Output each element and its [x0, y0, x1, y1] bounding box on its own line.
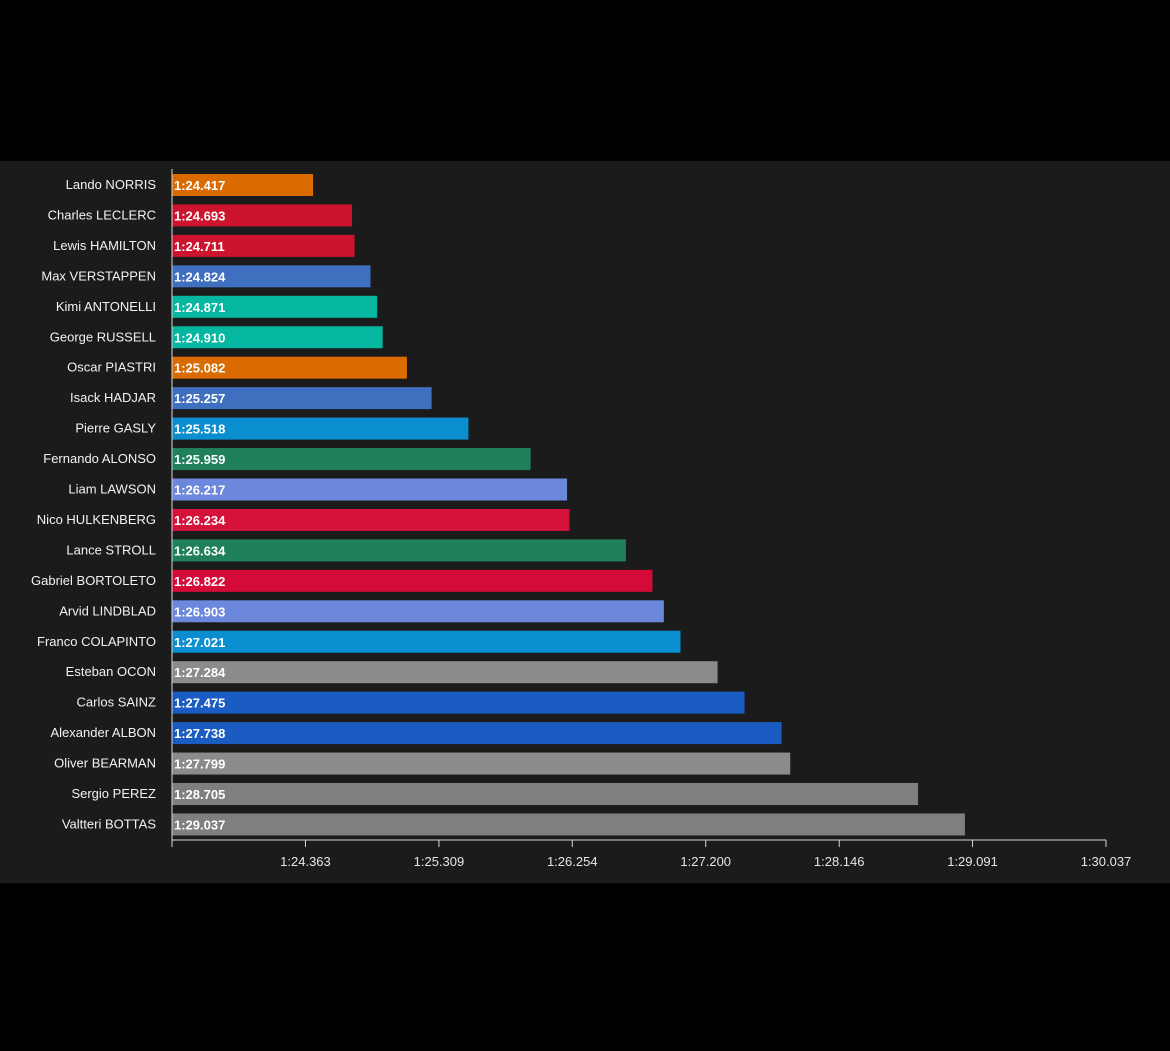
lap-time-bar: [172, 813, 965, 836]
bar-row: Lance STROLL 1:26.634: [66, 539, 626, 562]
bar-row: George RUSSELL 1:24.910: [50, 326, 383, 349]
chart-panel: Lando NORRIS 1:24.417 Charles LECLERC 1:24.…: [0, 161, 1170, 883]
driver-label: Lance STROLL: [66, 542, 156, 557]
driver-label: George RUSSELL: [50, 329, 156, 344]
x-axis: 1:24.363 1:25.309 1:26.254 1:27.200 1:28.146…: [171, 169, 1132, 869]
driver-label: Alexander ALBON: [50, 725, 156, 740]
lap-time-bar: [172, 661, 718, 684]
bar-row: Oscar PIASTRI 1:25.082: [67, 356, 407, 379]
bar-row: Liam LAWSON 1:26.217: [68, 478, 568, 501]
bar-row: Pierre GASLY 1:25.518: [75, 417, 469, 440]
driver-label: Esteban OCON: [66, 664, 156, 679]
lap-time-bar: [172, 508, 570, 531]
lap-time-label: 1:25.959: [174, 452, 225, 467]
driver-label: Isack HADJAR: [70, 390, 156, 405]
x-tick-label: 1:29.091: [947, 854, 998, 869]
driver-label: Liam LAWSON: [68, 482, 156, 497]
lap-time-bar: [172, 478, 568, 501]
lap-time-label: 1:24.910: [174, 330, 225, 345]
bar-row: Lewis HAMILTON 1:24.711: [53, 234, 355, 257]
bar-row: Carlos SAINZ 1:27.475: [77, 691, 745, 714]
lap-time-label: 1:27.738: [174, 726, 225, 741]
bar-row: Gabriel BORTOLETO 1:26.822: [31, 569, 653, 592]
lap-time-bar: [172, 234, 355, 257]
lap-time-label: 1:25.082: [174, 361, 225, 376]
driver-label: Lando NORRIS: [66, 177, 157, 192]
bar-row: Oliver BEARMAN 1:27.799: [54, 752, 791, 775]
lap-time-label: 1:26.903: [174, 604, 225, 619]
driver-label: Nico HULKENBERG: [37, 512, 156, 527]
lap-time-label: 1:25.257: [174, 391, 225, 406]
bar-row: Nico HULKENBERG 1:26.234: [37, 508, 570, 531]
bar-row: Isack HADJAR 1:25.257: [70, 387, 432, 410]
driver-label: Oscar PIASTRI: [67, 360, 156, 375]
lap-time-label: 1:24.417: [174, 178, 225, 193]
lap-time-bar: [172, 539, 626, 562]
lap-time-bar: [172, 783, 919, 805]
bar-row: Esteban OCON 1:27.284: [66, 661, 718, 684]
x-tick-label: 1:25.309: [414, 854, 465, 869]
x-tick-label: 1:28.146: [814, 854, 865, 869]
x-tick-label: 1:27.200: [680, 854, 731, 869]
driver-label: Charles LECLERC: [48, 207, 156, 222]
lap-time-label: 1:26.822: [174, 574, 225, 589]
lap-time-bar: [172, 265, 371, 288]
lap-time-label: 1:27.021: [174, 635, 225, 650]
bar-row: Fernando ALONSO 1:25.959: [43, 448, 531, 471]
driver-label: Franco COLAPINTO: [37, 634, 156, 649]
lap-time-bar: [172, 417, 469, 440]
x-tick-label: 1:24.363: [280, 854, 331, 869]
lap-time-label: 1:24.824: [174, 269, 226, 284]
driver-label: Kimi ANTONELLI: [56, 299, 156, 314]
lap-time-label: 1:27.284: [174, 665, 226, 680]
lap-time-label: 1:26.217: [174, 483, 225, 498]
driver-label: Max VERSTAPPEN: [41, 268, 156, 283]
lap-time-bar: [172, 600, 664, 623]
lap-time-bar: [172, 326, 383, 349]
driver-label: Arvid LINDBLAD: [59, 603, 156, 618]
lap-time-bar: [172, 630, 681, 653]
lap-time-bar: [172, 387, 432, 410]
lap-time-label: 1:24.711: [174, 239, 225, 254]
lap-time-label: 1:26.634: [174, 543, 226, 558]
driver-label: Pierre GASLY: [75, 421, 156, 436]
driver-label: Gabriel BORTOLETO: [31, 573, 156, 588]
driver-label: Carlos SAINZ: [77, 695, 157, 710]
lap-time-label: 1:27.475: [174, 696, 225, 711]
bar-row: Arvid LINDBLAD 1:26.903: [59, 600, 664, 623]
bar-row: Charles LECLERC 1:24.693: [48, 204, 353, 227]
lap-time-label: 1:29.037: [174, 817, 225, 832]
driver-label: Oliver BEARMAN: [54, 756, 156, 771]
lap-time-bar: [172, 295, 378, 318]
driver-label: Fernando ALONSO: [43, 451, 156, 466]
x-tick-label: 1:26.254: [547, 854, 598, 869]
lap-time-bar: [172, 174, 314, 196]
driver-label: Lewis HAMILTON: [53, 238, 156, 253]
lap-time-bar: [172, 722, 782, 745]
bar-row: Lando NORRIS 1:24.417: [66, 174, 314, 196]
lap-time-label: 1:24.871: [174, 300, 225, 315]
bar-row: Franco COLAPINTO 1:27.021: [37, 630, 681, 653]
lap-time-label: 1:28.705: [174, 787, 225, 802]
lap-time-label: 1:24.693: [174, 208, 225, 223]
bar-row: Max VERSTAPPEN 1:24.824: [41, 265, 371, 288]
lap-time-label: 1:25.518: [174, 422, 225, 437]
bar-row: Valtteri BOTTAS 1:29.037: [62, 813, 965, 836]
bar-row: Sergio PEREZ 1:28.705: [71, 783, 919, 805]
lap-time-label: 1:27.799: [174, 757, 225, 772]
lap-time-label: 1:26.234: [174, 513, 226, 528]
bars-layer: Lando NORRIS 1:24.417 Charles LECLERC 1:24.…: [31, 174, 965, 836]
lap-time-bar: [172, 569, 653, 592]
lap-time-bar: [172, 752, 791, 775]
driver-label: Sergio PEREZ: [71, 786, 156, 801]
lap-time-bar-chart: Lando NORRIS 1:24.417 Charles LECLERC 1:24.…: [31, 169, 1132, 869]
lap-time-bar: [172, 691, 745, 714]
lap-time-bar: [172, 204, 353, 227]
bar-row: Kimi ANTONELLI 1:24.871: [56, 295, 378, 318]
lap-time-bar: [172, 356, 407, 379]
bar-row: Alexander ALBON 1:27.738: [50, 722, 782, 745]
driver-label: Valtteri BOTTAS: [62, 816, 156, 831]
lap-time-bar: [172, 448, 531, 471]
x-tick-label: 1:30.037: [1081, 854, 1132, 869]
